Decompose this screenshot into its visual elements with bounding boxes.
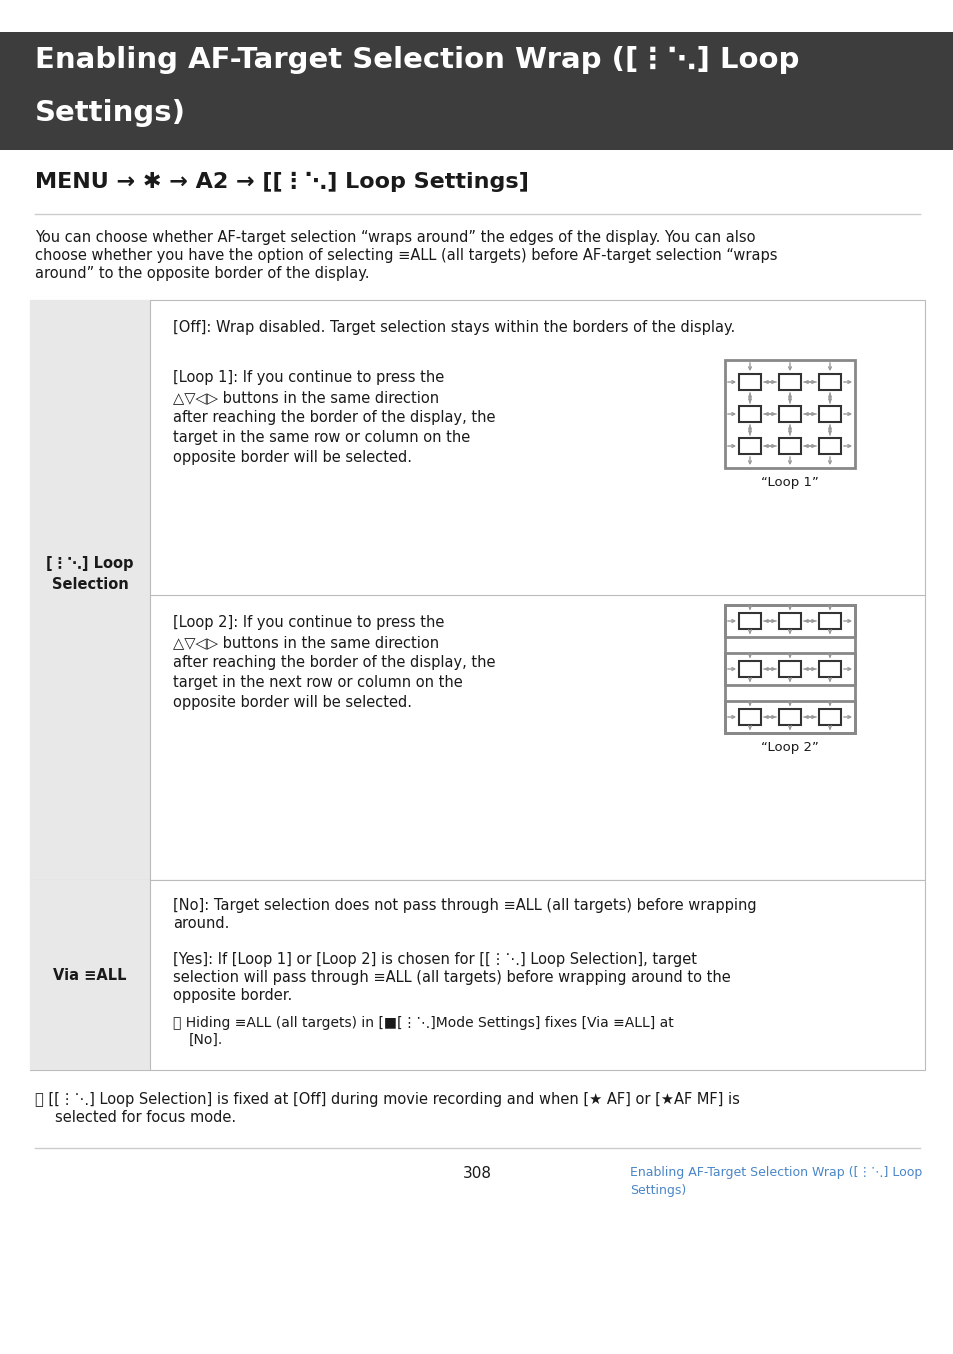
Bar [818, 374, 841, 390]
Bar [739, 661, 760, 677]
Text: [⋮⋱] Loop
Selection: [⋮⋱] Loop Selection [46, 556, 133, 592]
Text: opposite border will be selected.: opposite border will be selected. [172, 695, 412, 709]
Bar [739, 613, 760, 630]
Bar [739, 374, 760, 390]
Text: after reaching the border of the display, the: after reaching the border of the display… [172, 410, 495, 425]
Bar [724, 360, 854, 468]
Text: [Loop 1]: If you continue to press the: [Loop 1]: If you continue to press the [172, 370, 444, 385]
Bar [779, 437, 801, 454]
Bar [724, 701, 854, 733]
Text: △▽◁▷ buttons in the same direction: △▽◁▷ buttons in the same direction [172, 390, 438, 405]
Bar [724, 605, 854, 733]
Text: Settings): Settings) [35, 99, 186, 127]
Bar [724, 605, 854, 636]
Bar [30, 301, 150, 880]
Text: ⓘ Hiding ≡ALL (all targets) in [■[⋮⋱]Mode Settings] fixes [Via ≡ALL] at: ⓘ Hiding ≡ALL (all targets) in [■[⋮⋱]Mod… [172, 1016, 673, 1030]
Text: opposite border.: opposite border. [172, 988, 292, 1003]
Bar [818, 709, 841, 724]
Bar [818, 406, 841, 422]
Bar [0, 32, 953, 150]
Bar [30, 880, 150, 1070]
Text: [No].: [No]. [189, 1033, 223, 1047]
Text: around” to the opposite border of the display.: around” to the opposite border of the di… [35, 265, 369, 282]
Text: [Loop 2]: If you continue to press the: [Loop 2]: If you continue to press the [172, 615, 444, 630]
Text: selection will pass through ≡ALL (all targets) before wrapping around to the: selection will pass through ≡ALL (all ta… [172, 969, 730, 984]
Bar [739, 709, 760, 724]
Text: [No]: Target selection does not pass through ≡ALL (all targets) before wrapping: [No]: Target selection does not pass thr… [172, 898, 756, 913]
Text: MENU → ✱ → A2 → [[⋮⋱] Loop Settings]: MENU → ✱ → A2 → [[⋮⋱] Loop Settings] [35, 172, 528, 192]
Bar [818, 661, 841, 677]
Text: Enabling AF-Target Selection Wrap ([⋮⋱] Loop: Enabling AF-Target Selection Wrap ([⋮⋱] … [35, 46, 799, 74]
Bar [779, 613, 801, 630]
Bar [30, 880, 924, 1070]
Text: ⓘ [[⋮⋱] Loop Selection] is fixed at [Off] during movie recording and when [★ AF]: ⓘ [[⋮⋱] Loop Selection] is fixed at [Off… [35, 1091, 740, 1108]
Bar [739, 437, 760, 454]
Text: choose whether you have the option of selecting ≡ALL (all targets) before AF-tar: choose whether you have the option of se… [35, 248, 777, 263]
Text: “Loop 2”: “Loop 2” [760, 741, 818, 754]
Bar [779, 661, 801, 677]
Text: target in the same row or column on the: target in the same row or column on the [172, 431, 470, 445]
Text: opposite border will be selected.: opposite border will be selected. [172, 450, 412, 464]
Bar [30, 301, 924, 880]
Bar [779, 406, 801, 422]
Bar [724, 653, 854, 685]
Bar [818, 613, 841, 630]
Text: “Loop 1”: “Loop 1” [760, 477, 818, 489]
Bar [779, 374, 801, 390]
Text: around.: around. [172, 917, 229, 932]
Text: You can choose whether AF-target selection “wraps around” the edges of the displ: You can choose whether AF-target selecti… [35, 230, 755, 245]
Bar [818, 437, 841, 454]
Text: target in the next row or column on the: target in the next row or column on the [172, 676, 462, 691]
Text: △▽◁▷ buttons in the same direction: △▽◁▷ buttons in the same direction [172, 635, 438, 650]
Text: Enabling AF-Target Selection Wrap ([⋮⋱] Loop
Settings): Enabling AF-Target Selection Wrap ([⋮⋱] … [629, 1166, 922, 1197]
Bar [739, 406, 760, 422]
Text: after reaching the border of the display, the: after reaching the border of the display… [172, 655, 495, 670]
Text: 308: 308 [462, 1166, 491, 1181]
Text: [Off]: Wrap disabled. Target selection stays within the borders of the display.: [Off]: Wrap disabled. Target selection s… [172, 320, 735, 334]
Bar [779, 709, 801, 724]
Text: selected for focus mode.: selected for focus mode. [55, 1110, 236, 1125]
Text: Via ≡ALL: Via ≡ALL [53, 968, 127, 983]
Text: [Yes]: If [Loop 1] or [Loop 2] is chosen for [[⋮⋱] Loop Selection], target: [Yes]: If [Loop 1] or [Loop 2] is chosen… [172, 952, 697, 967]
